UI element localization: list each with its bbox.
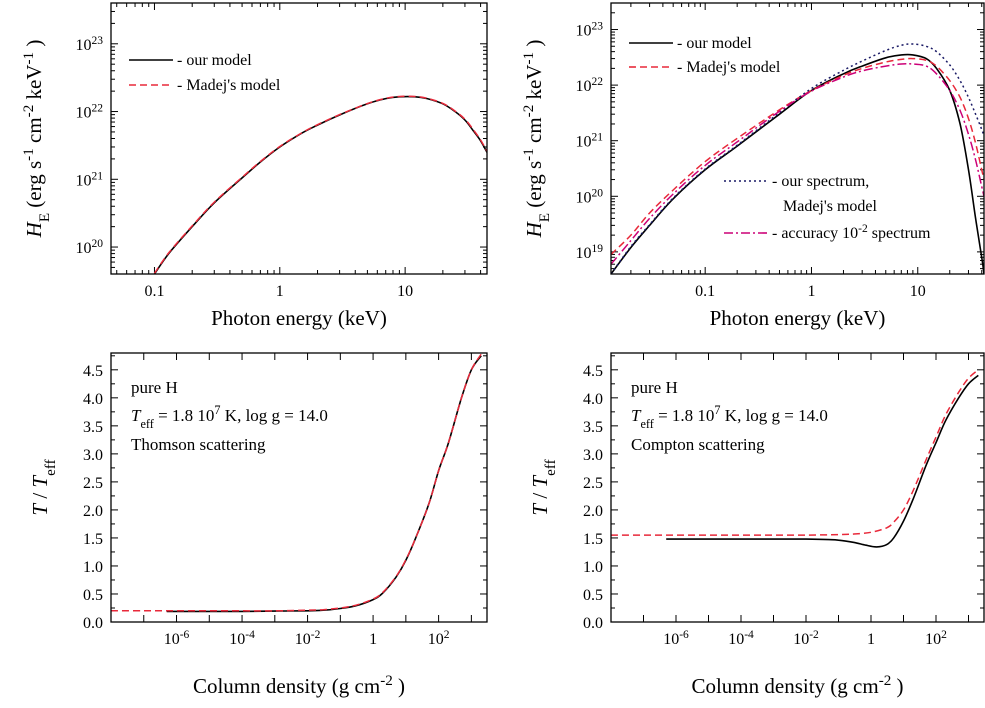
- annotation-parameters: Teff = 1.8 107 K, log g = 14.0: [131, 403, 328, 431]
- legend-label: - Madej's model: [177, 77, 281, 94]
- plot-frame: [110, 2, 488, 275]
- legend: - our model - Madej's model - our spectrum…: [629, 35, 931, 242]
- y-tick-label: 1.0: [83, 559, 103, 576]
- y-tick-label: 1022: [575, 76, 603, 95]
- y-axis-title: T / Teff: [28, 458, 59, 515]
- y-tick-label: 0.5: [83, 587, 103, 604]
- legend-label: - our model: [677, 35, 752, 52]
- x-tick-label: 0.1: [695, 283, 715, 300]
- annotation-scattering: Compton scattering: [631, 435, 765, 454]
- y-tick-label: 3.5: [583, 419, 603, 436]
- y-tick-label: 2.0: [583, 503, 603, 520]
- y-tick-label: 1.5: [583, 531, 603, 548]
- y-tick-label: 1019: [575, 243, 603, 262]
- x-tick-label: 10-2: [793, 629, 819, 648]
- y-axis-title: HE (erg s-1 cm-2 keV-1 ): [521, 40, 553, 239]
- series-line-dashed: [611, 57, 984, 255]
- annotation-composition: pure H: [631, 378, 678, 397]
- y-tick-label: 1022: [75, 103, 103, 122]
- series-line-solid: [666, 374, 979, 548]
- x-axis-title: Column density (g cm-2 ): [691, 673, 903, 698]
- series-group: [153, 95, 487, 274]
- series-line-solid: [611, 53, 984, 274]
- y-tick-label: 1023: [75, 35, 103, 54]
- x-tick-label: 102: [925, 629, 947, 648]
- x-tick-label: 102: [428, 629, 450, 648]
- x-tick-label: 1: [276, 283, 284, 300]
- x-tick-label: 1: [369, 631, 377, 648]
- x-tick-label: 10-6: [164, 629, 190, 648]
- y-tick-label: 0.5: [583, 587, 603, 604]
- panel-top-right: 0.1 1 10 1019 1020 1021 1022 1023 Photon energy …: [521, 2, 985, 330]
- x-tick-label: 10-2: [295, 629, 321, 648]
- y-tick-label: 3.0: [583, 447, 603, 464]
- y-tick-label: 0.0: [83, 615, 103, 632]
- x-tick-label: 10: [397, 283, 413, 300]
- y-tick-label: 4.5: [83, 363, 103, 380]
- annotation-parameters: Teff = 1.8 107 K, log g = 14.0: [631, 403, 828, 431]
- legend-label: - Madej's model: [677, 59, 781, 76]
- x-axis-title: Photon energy (keV): [211, 306, 387, 330]
- y-tick-label: 1021: [575, 132, 603, 151]
- x-tick-label: 1: [807, 283, 815, 300]
- x-tick-label: 1: [867, 631, 875, 648]
- legend-label: - our model: [177, 52, 252, 69]
- axis-ticks: [610, 353, 984, 623]
- y-tick-label: 3.0: [83, 447, 103, 464]
- y-tick-label: 2.5: [83, 475, 103, 492]
- y-tick-label: 0.0: [583, 615, 603, 632]
- x-axis-title: Column density (g cm-2 ): [193, 673, 405, 698]
- y-tick-label: 1023: [575, 21, 603, 40]
- series-group: [611, 369, 979, 548]
- y-tick-label: 4.5: [583, 363, 603, 380]
- y-axis-title: T / Teff: [528, 458, 559, 515]
- legend-label: Madej's model: [783, 198, 878, 215]
- plot-frame: [110, 352, 488, 623]
- x-tick-label: 10-4: [728, 629, 754, 648]
- annotation-block: pure H Teff = 1.8 107 K, log g = 14.0 Comp…: [631, 378, 828, 454]
- series-line-dashdot: [611, 62, 984, 265]
- series-group: [111, 353, 482, 613]
- series-group: [611, 43, 984, 274]
- series-line-dashed: [111, 353, 482, 612]
- x-tick-label: 10: [910, 283, 926, 300]
- annotation-composition: pure H: [131, 378, 178, 397]
- y-tick-label: 1.0: [583, 559, 603, 576]
- legend: - our model - Madej's model: [129, 52, 281, 94]
- y-tick-label: 4.0: [583, 391, 603, 408]
- y-axis-title: HE (erg s-1 cm-2 keV-1 ): [21, 40, 53, 239]
- y-tick-label: 1.5: [83, 531, 103, 548]
- plot-frame: [610, 2, 985, 275]
- x-tick-label: 10-4: [229, 629, 255, 648]
- y-tick-label: 2.5: [583, 475, 603, 492]
- panel-bottom-right: 10-6 10-4 10-2 1 102 0.0 0.5 1.0 1.5 2.0 2.5 3.0 3.5…: [528, 352, 985, 698]
- y-tick-label: 1020: [575, 187, 603, 206]
- y-tick-label: 2.0: [83, 503, 103, 520]
- panel-bottom-left: 10-6 10-4 10-2 1 102 0.0 0.5 1.0 1.5 2.0 2.5 3.0 3.5…: [28, 352, 488, 698]
- x-tick-label: 10-6: [663, 629, 689, 648]
- annotation-block: pure H Teff = 1.8 107 K, log g = 14.0 Thom…: [131, 378, 328, 454]
- y-tick-label: 1020: [75, 238, 103, 257]
- x-tick-label: 0.1: [144, 283, 164, 300]
- annotation-scattering: Thomson scattering: [131, 435, 266, 454]
- legend-label: - our spectrum,: [772, 173, 869, 190]
- y-tick-label: 3.5: [83, 419, 103, 436]
- axis-ticks: [111, 3, 487, 275]
- x-axis-title: Photon energy (keV): [710, 306, 886, 330]
- series-line-dashed: [611, 369, 979, 536]
- y-tick-label: 1021: [75, 170, 103, 189]
- series-line-dashed: [153, 95, 487, 274]
- axis-ticks: [611, 2, 984, 275]
- panel-top-left: 0.1 1 10 1020 1021 1022 1023 Photon energy (keV…: [21, 2, 488, 330]
- plot-frame: [610, 352, 985, 623]
- series-line-dotted: [611, 43, 984, 274]
- series-line-solid: [166, 355, 482, 613]
- y-tick-label: 4.0: [83, 391, 103, 408]
- legend-label: - accuracy 10-2 spectrum: [772, 223, 931, 242]
